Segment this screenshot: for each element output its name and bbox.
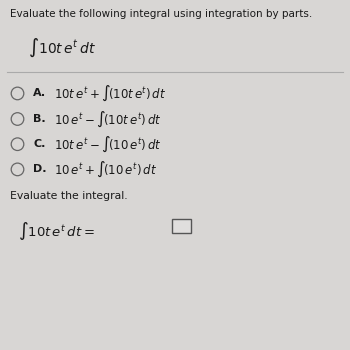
Text: $10\,e^t + \int\!(10\,e^t)\,dt$: $10\,e^t + \int\!(10\,e^t)\,dt$ — [54, 160, 158, 179]
Text: D.: D. — [33, 164, 47, 174]
Text: B.: B. — [33, 114, 46, 124]
Text: $\int 10t\,e^t\,dt =$: $\int 10t\,e^t\,dt =$ — [18, 220, 94, 243]
Text: C.: C. — [33, 139, 46, 149]
Text: $\int 10t\,e^t\,dt$: $\int 10t\,e^t\,dt$ — [28, 37, 96, 59]
Text: $10t\,e^t - \int\!(10\,e^t)\,dt$: $10t\,e^t - \int\!(10\,e^t)\,dt$ — [54, 134, 162, 154]
Text: A.: A. — [33, 89, 46, 98]
Text: $10t\,e^t + \int\!(10t\,e^t)\,dt$: $10t\,e^t + \int\!(10t\,e^t)\,dt$ — [54, 84, 167, 103]
FancyBboxPatch shape — [172, 219, 191, 233]
Text: Evaluate the following integral using integration by parts.: Evaluate the following integral using in… — [10, 9, 313, 19]
Text: $10\,e^t - \int\!(10t\,e^t)\,dt$: $10\,e^t - \int\!(10t\,e^t)\,dt$ — [54, 109, 162, 129]
Text: Evaluate the integral.: Evaluate the integral. — [10, 191, 128, 201]
